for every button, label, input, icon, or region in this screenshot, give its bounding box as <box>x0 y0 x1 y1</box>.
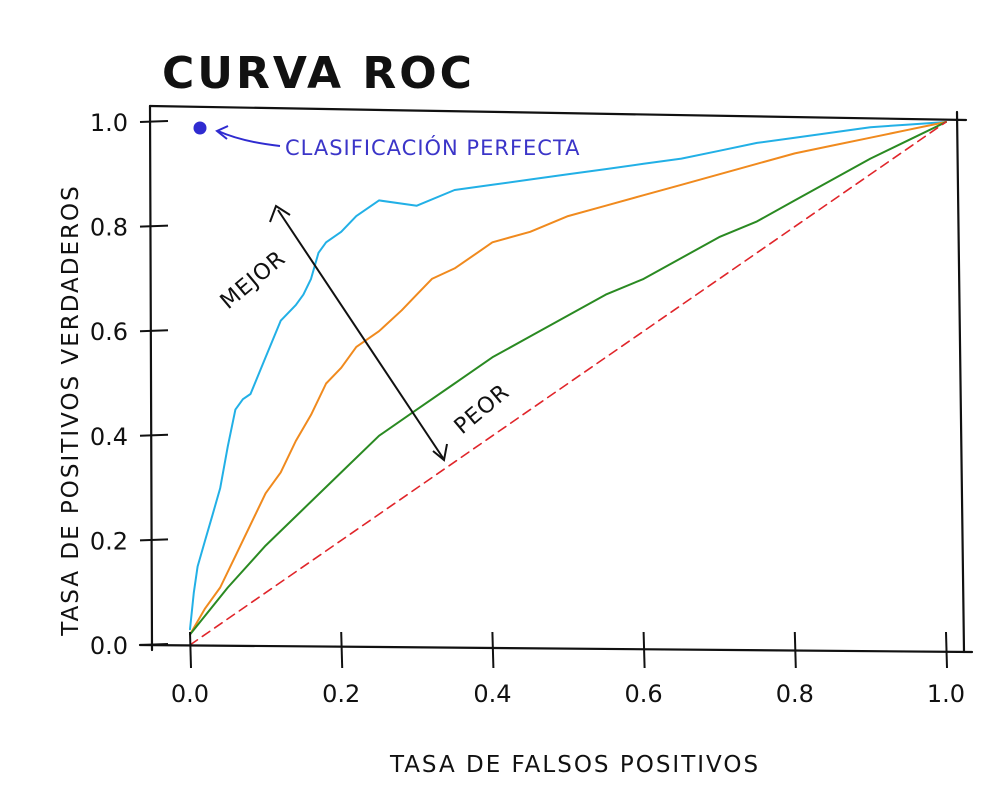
y-tick-mark <box>139 433 169 437</box>
x-tick-label: 0.4 <box>473 680 511 708</box>
x-tick-mark <box>491 631 495 669</box>
series-line-1 <box>189 121 947 631</box>
y-tick-mark <box>139 329 169 333</box>
y-tick-mark <box>139 643 169 646</box>
series-line-3 <box>189 121 947 636</box>
x-axis-label: TASA DE FALSOS POSITIVOS <box>389 752 760 778</box>
frame-bottom <box>138 643 974 654</box>
annotation-perfect-classification: CLASIFICACIÓN PERFECTA <box>285 135 581 160</box>
perfect-classification-point <box>193 121 207 135</box>
better-worse-arrow <box>269 204 448 462</box>
x-tick-mark <box>793 631 797 669</box>
x-tick-label: 0.2 <box>322 680 360 708</box>
frame-right <box>955 110 966 654</box>
perfect-classification-arrow <box>215 125 281 147</box>
series-line-2 <box>189 121 947 636</box>
annotation-worse: PEOR <box>450 379 515 439</box>
x-tick-mark <box>340 631 344 669</box>
y-tick-mark <box>139 538 169 542</box>
y-tick-mark <box>139 120 169 123</box>
x-tick-label: 0.6 <box>625 680 663 708</box>
annotation-better: MEJOR <box>216 246 291 315</box>
x-tick-mark <box>189 631 192 669</box>
x-tick-label: 0.8 <box>776 680 814 708</box>
frame-left <box>148 104 154 652</box>
y-tick-label: 0.2 <box>90 527 128 555</box>
x-tick-mark <box>642 631 646 669</box>
chart-title: CURVA ROC <box>162 48 475 99</box>
y-tick-label: 0.0 <box>90 632 128 660</box>
tick-layer: 0.0 0.0 0.2 0.2 0.4 0.4 0.6 0.6 0.8 0.8 1.0 1.0 <box>90 109 965 708</box>
x-tick-label: 1.0 <box>927 680 965 708</box>
y-tick-mark <box>139 224 169 228</box>
plot-frame <box>138 104 974 654</box>
y-tick-label: 0.6 <box>90 318 128 346</box>
x-tick-mark <box>945 631 948 669</box>
x-tick-label: 0.0 <box>171 680 209 708</box>
y-axis-label: TASA DE POSITIVOS VERDADEROS <box>58 184 84 636</box>
frame-top <box>148 104 968 122</box>
y-tick-label: 1.0 <box>90 109 128 137</box>
series-layer <box>189 121 947 646</box>
y-tick-label: 0.4 <box>90 423 128 451</box>
y-tick-label: 0.8 <box>90 214 128 242</box>
series-line-4 <box>189 121 947 646</box>
